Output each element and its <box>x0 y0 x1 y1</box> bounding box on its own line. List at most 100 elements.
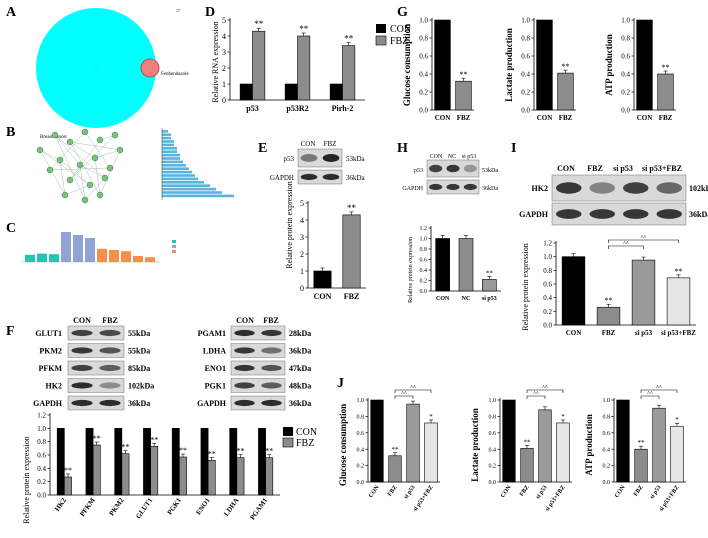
blot-gapdh-band <box>463 183 477 191</box>
comparison-bracket <box>640 389 678 393</box>
bar-con <box>370 399 384 483</box>
y-tick-label: 0.4 <box>489 447 497 453</box>
blot-kda-label: 102kDa <box>689 184 708 193</box>
x-tick-label: PGAM1 <box>248 496 269 521</box>
panel-d-ylabel: Relative RNA expression <box>211 21 220 102</box>
y-tick-label: 0.8 <box>37 438 46 446</box>
comparison-bracket <box>394 395 414 399</box>
hbar <box>162 143 174 147</box>
y-tick-label: 1.2 <box>543 239 552 247</box>
blot-kda-label: 55kDa <box>128 347 150 356</box>
blot-right-strip <box>230 343 286 358</box>
y-tick-label: 0.8 <box>420 247 428 253</box>
x-tick-label: si p53 <box>635 329 653 337</box>
network-edge <box>39 149 91 186</box>
blot-row-label: ENO1 <box>205 364 226 373</box>
blot-header: FBZ <box>324 140 337 148</box>
significance-mark: ** <box>486 269 494 277</box>
y-tick-label: 0.8 <box>489 415 497 421</box>
x-tick-label: Pirh-2 <box>332 104 354 113</box>
blot-header: CON <box>301 140 316 148</box>
panel-label-d: D <box>205 5 215 20</box>
blot-header: NC <box>448 154 456 160</box>
x-tick-label: FBZ <box>633 485 645 498</box>
blot-kda-label: 85kDa <box>128 364 150 373</box>
blot-kda-label: 28kDa <box>289 329 311 338</box>
y-tick-label: 1.0 <box>420 237 428 243</box>
y-tick-label: 0.2 <box>420 279 428 285</box>
panel-i: Relative protein expression CON FBZ si p53… <box>519 164 708 337</box>
blot-header: FBZ <box>102 316 118 325</box>
blot-kda-label: 55kDa <box>128 329 150 338</box>
y-tick-label: 4 <box>222 32 226 41</box>
blot-row-label: LDHA <box>203 347 226 356</box>
blot-left-strip <box>67 325 125 341</box>
legend-swatch-fbz <box>375 35 387 46</box>
x-tick-label: FBZ <box>344 292 360 301</box>
y-tick-label: 0.4 <box>420 268 428 274</box>
y-tick-label: 0.4 <box>419 70 428 78</box>
y-tick-label: 1.0 <box>419 16 428 24</box>
y-tick-label: 1.0 <box>37 425 46 433</box>
y-tick-label: 0.6 <box>420 258 428 264</box>
network-edge <box>84 177 106 201</box>
x-tick-label: HK2 <box>53 496 68 513</box>
y-tick-label: 0.2 <box>521 88 530 96</box>
y-axis-label: Glucose consumption <box>338 404 348 486</box>
enrichment-bar <box>97 248 107 262</box>
network-edge <box>79 164 86 201</box>
significance-mark: ** <box>347 203 357 213</box>
panel-h: Relative protein expression CON NC si p53 p… <box>402 154 501 303</box>
significance-mark: ** <box>64 466 72 475</box>
y-tick-label: 0.4 <box>521 70 530 78</box>
blot-header: si p53+FBZ <box>642 164 682 173</box>
panel-label-a: A <box>6 5 17 20</box>
network-edge <box>69 141 101 196</box>
blot-right-strip <box>230 395 286 411</box>
network-edge <box>99 149 121 196</box>
panel-label-g: G <box>397 5 408 20</box>
y-tick-label: 0.4 <box>37 465 46 473</box>
network-node <box>111 131 119 139</box>
bar-si-p53-fbz <box>666 277 691 326</box>
x-tick-label: CON <box>614 484 627 499</box>
legend-swatch <box>172 250 176 253</box>
enrichment-bar <box>133 256 143 262</box>
hbar <box>162 184 210 187</box>
legend-swatch <box>172 245 176 248</box>
bar-pkm2 <box>121 453 130 496</box>
x-tick-label: CON <box>500 484 513 499</box>
significance-mark: ** <box>675 267 683 276</box>
enrichment-bar <box>109 250 119 262</box>
panel-b-network <box>36 128 234 204</box>
blot-row-label: GAPDH <box>197 399 227 408</box>
bar-p53r2 <box>284 83 298 101</box>
blot-row-label: HK2 <box>532 184 548 193</box>
y-tick-label: 4 <box>300 216 304 225</box>
y-tick-label: 0.4 <box>603 447 611 453</box>
bracket-label: ^^ <box>641 235 647 241</box>
blot-right-strip <box>230 360 286 376</box>
network-node <box>96 191 104 199</box>
venn-circle-fenbendazole <box>140 58 160 78</box>
blot-right-band <box>234 329 255 337</box>
significance-mark: ** <box>562 62 570 71</box>
y-tick-label: 0.2 <box>357 464 365 470</box>
x-tick-label: si p53 <box>403 485 416 501</box>
y-tick-label: 0.0 <box>357 480 365 486</box>
y-tick-label: 0 <box>300 284 304 293</box>
bar-fbz <box>634 448 648 483</box>
y-tick-label: 5 <box>300 199 304 208</box>
bar-con <box>536 19 553 111</box>
significance-mark: ** <box>662 63 670 72</box>
y-axis-label: Lactate production <box>504 28 514 102</box>
blot-left-band <box>71 347 93 354</box>
panel-f: CON FBZ Relative protein expression CON F… <box>22 316 317 524</box>
panel-label-b: B <box>6 125 15 140</box>
bar-eno1 <box>207 460 216 496</box>
y-tick-label: 2 <box>222 64 226 73</box>
panel-label-e: E <box>258 141 267 156</box>
